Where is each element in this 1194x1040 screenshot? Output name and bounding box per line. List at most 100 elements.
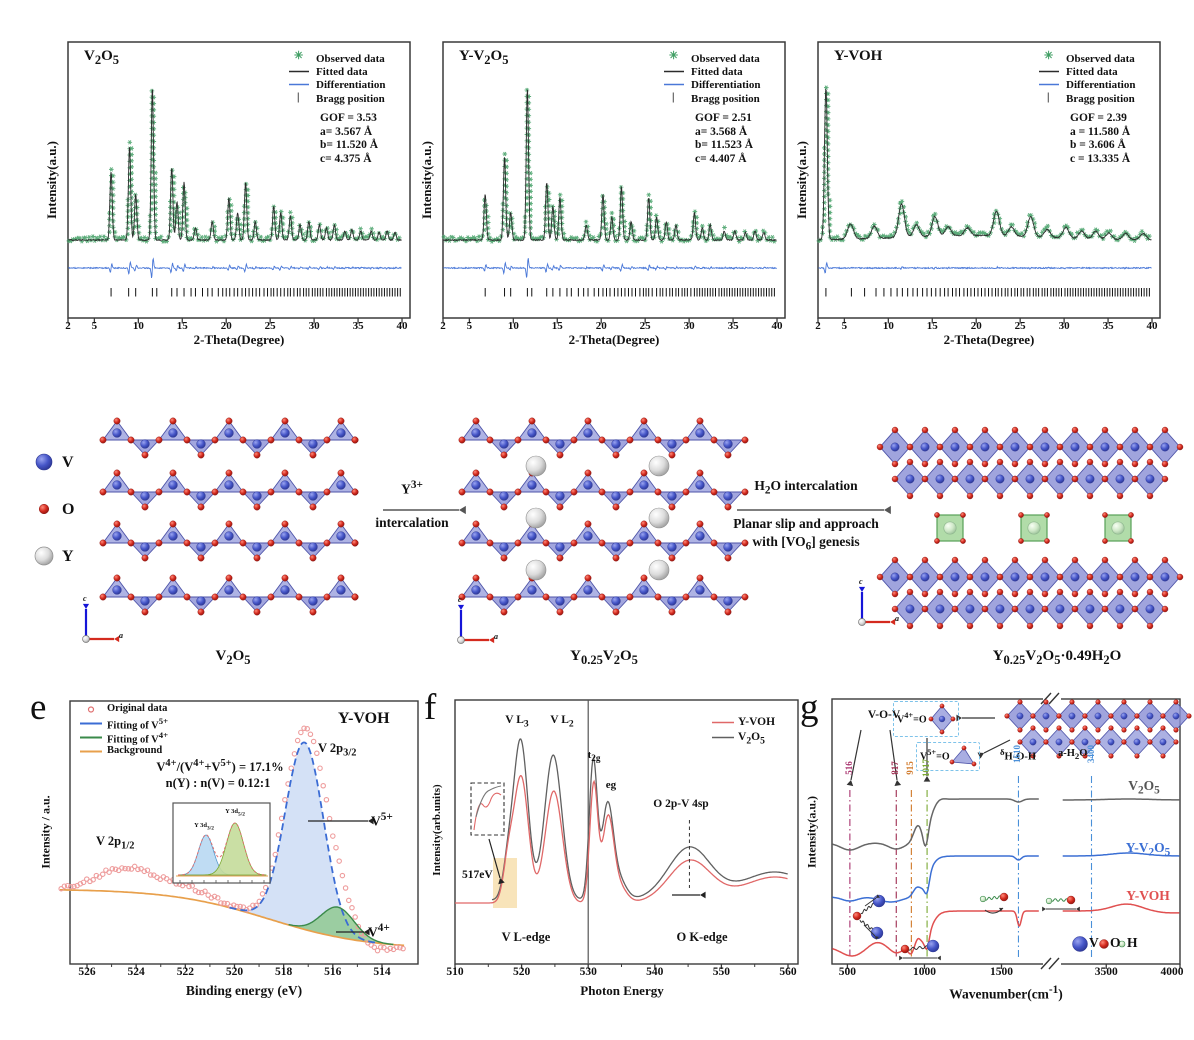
xps-legend-label: Original data	[107, 703, 168, 714]
xrd-legend-bragg-icon: |	[297, 91, 300, 103]
atom-legend-o-label: O	[62, 501, 75, 518]
ftir-band-number: 3400	[1085, 745, 1096, 763]
ftir-band-number: 1017	[921, 759, 932, 777]
xrd-xtick-label: 5	[91, 320, 98, 332]
structure-label-y025v2o5-h2o: Y0.25V2O5·0.49H2O	[992, 648, 1122, 667]
xrd-xtick-label: 2	[815, 320, 821, 332]
ftir-xtick-label: 4000	[1160, 966, 1184, 978]
structure-label-v2o5: V2O5	[215, 648, 251, 667]
xrd-xtick-label: 25	[264, 320, 276, 332]
xrd-xtick-label: 25	[639, 320, 651, 332]
ftir-v5o-label: V5+=O	[920, 748, 950, 763]
xrd-xtick-label: 2	[65, 320, 71, 332]
xrd-ylabel-1: Intensity(a.u.)	[43, 140, 59, 220]
axis-c-label: c	[458, 595, 462, 604]
xas-xtick-label: 540	[646, 966, 664, 978]
xrd-legend-label: Bragg position	[316, 92, 385, 105]
xrd-xtick-label: 30	[683, 320, 695, 332]
xps-sample-title: Y-VOH	[338, 710, 390, 727]
xrd-panel-xrd-v2o5	[66, 41, 411, 324]
xrd-legend-label: Differentiation	[691, 79, 761, 92]
xrd-xtick-label: 15	[551, 320, 563, 332]
xas-o2p-v4sp-label: O 2p-V 4sp	[653, 798, 709, 810]
ftir-panel	[831, 692, 1192, 970]
xrd-stats-line: b= 11.520 Å	[320, 139, 378, 151]
xas-xtick-label: 560	[779, 966, 797, 978]
axis-a-label: a	[494, 632, 498, 641]
xrd-title-y-v2o5: Y-V2O5	[459, 48, 509, 67]
xas-okedge-label: O K-edge	[676, 930, 728, 944]
ftir-band-number: 516	[843, 761, 854, 775]
xrd-xtick-label: 20	[595, 320, 607, 332]
structure-label-y025v2o5: Y0.25V2O5	[570, 648, 638, 667]
ftir-curve-label-y-v2o5: Y-V2O5	[1125, 840, 1171, 859]
xrd-xtick-label: 15	[926, 320, 938, 332]
atom-legend-v-label: V	[62, 454, 74, 471]
xps-peak-v2p32-label: V 2p3/2	[318, 741, 357, 759]
xas-ylabel: Intensity(arb.units)	[430, 784, 443, 876]
xas-517ev-label: 517eV	[462, 869, 493, 881]
xrd-ylabel-3: Intensity(a.u.)	[793, 140, 809, 220]
xrd-legend-label: Fitted data	[1066, 66, 1118, 79]
xrd-title-y-voh: Y-VOH	[834, 48, 883, 64]
panel-letter-f: f	[424, 687, 437, 728]
atom-legend-y-label: Y	[62, 548, 74, 565]
ftir-band-number: 817	[890, 761, 901, 775]
xrd-legend-label: Observed data	[1066, 53, 1135, 65]
xrd-xtick-label: 40	[771, 320, 783, 332]
arrow1-label-top: Y3+	[401, 479, 423, 497]
xps-xtick-label: 524	[127, 966, 145, 978]
ftir-atom-legend-h: H	[1127, 935, 1138, 950]
xrd-stats-line: c = 13.335 Å	[1070, 152, 1131, 165]
xas-vl2-label: V L2	[550, 714, 574, 730]
ftir-vov-label: V-O-V	[867, 709, 901, 721]
ftir-v5o-box	[916, 742, 980, 771]
xps-inset-y3d52-label: Y 3d5/2	[225, 808, 245, 818]
xrd-xtick-label: 2	[440, 320, 446, 332]
xrd-xtick-label: 40	[1146, 320, 1158, 332]
xrd-xtick-label: 10	[507, 320, 519, 332]
xrd-stats-line: GOF = 3.53	[320, 112, 377, 124]
xas-panel	[454, 699, 799, 969]
xrd-legend-observed-icon: ✳	[294, 50, 304, 62]
xas-xtick-label: 550	[712, 966, 731, 978]
ftir-xtick-label: 500	[838, 966, 857, 978]
xps-ratio-annotation: V4+/(V4++V5+) = 17.1%	[156, 758, 284, 775]
xps-xtick-label: 516	[324, 966, 342, 978]
xas-xtick-label: 530	[579, 966, 597, 978]
ftir-atom-legend-v: V	[1089, 935, 1099, 950]
xrd-legend-observed-icon: ✳	[1044, 50, 1054, 62]
xas-legend-label: Y-VOH	[738, 716, 776, 728]
xrd-xtick-label: 15	[176, 320, 188, 332]
ftir-band-number: 915	[905, 761, 916, 775]
xas-vledge-label: V L-edge	[501, 930, 551, 944]
xrd-stats-line: c= 4.407 Å	[695, 152, 747, 165]
xrd-xlabel-3: 2-Theta(Degree)	[943, 332, 1035, 347]
xrd-legend-label: Differentiation	[316, 79, 386, 92]
xps-legend-label: Fitting of V4+	[107, 730, 169, 746]
ftir-ylabel: Intensity(a.u.)	[804, 795, 819, 869]
xrd-xlabel-2: 2-Theta(Degree)	[568, 332, 660, 347]
ftir-dhoh-label: δH-O-H	[1000, 747, 1037, 763]
ftir-ah2o-label: a-H2O	[1058, 748, 1088, 762]
ftir-v4o-label: V4+=O	[897, 711, 927, 726]
xrd-xtick-label: 30	[308, 320, 320, 332]
xas-xlabel: Photon Energy	[580, 983, 664, 998]
xrd-xtick-label: 20	[970, 320, 982, 332]
xrd-legend-bragg-icon: |	[1047, 91, 1050, 103]
xps-legend-label: Background	[107, 745, 163, 756]
ftir-band-number: 1610	[1012, 745, 1023, 763]
xas-t2g-label: t2g	[587, 749, 601, 764]
xrd-xlabel-1: 2-Theta(Degree)	[193, 332, 285, 347]
ftir-curve-label-v2o5: V2O5	[1128, 778, 1160, 797]
axis-a-label: a	[895, 614, 899, 623]
xrd-legend-bragg-icon: |	[672, 91, 675, 103]
xas-eg-label: eg	[605, 779, 617, 791]
xrd-xtick-label: 10	[882, 320, 894, 332]
xrd-legend-label: Observed data	[691, 53, 760, 65]
xps-xtick-label: 518	[275, 966, 293, 978]
xrd-panel-xrd-y-v2o5	[441, 41, 786, 324]
xps-xtick-label: 522	[176, 966, 194, 978]
xps-v4-label: V4+	[368, 922, 390, 940]
xrd-xtick-label: 35	[727, 320, 739, 332]
